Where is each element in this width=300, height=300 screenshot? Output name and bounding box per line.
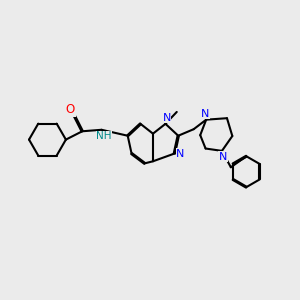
Text: O: O — [66, 103, 75, 116]
Text: NH: NH — [96, 131, 112, 141]
Text: N: N — [201, 109, 209, 119]
Text: N: N — [163, 113, 171, 123]
Text: N: N — [219, 152, 227, 162]
Text: N: N — [176, 148, 184, 159]
